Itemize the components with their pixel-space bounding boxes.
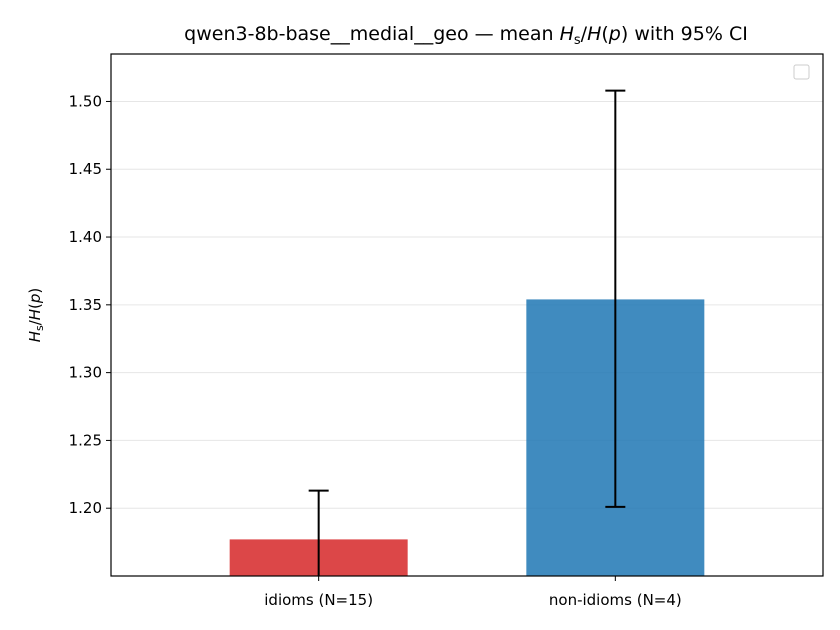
plot-frame: [110, 53, 824, 577]
chart-title-prefix: qwen3-8b-base__medial__geo — mean: [184, 23, 559, 45]
y-axis-label: Hs/H(p): [26, 288, 46, 343]
chart-title: qwen3-8b-base__medial__geo — mean Hs/H(p…: [184, 23, 748, 48]
error-bars: [308, 89, 626, 576]
x-axis: idioms (N=15) non-idioms (N=4): [264, 576, 682, 609]
y-tick-label: 1.50: [69, 92, 102, 110]
bars: [229, 299, 705, 576]
y-tick-label: 1.35: [69, 296, 102, 314]
x-tick-label: non-idioms (N=4): [549, 591, 682, 609]
y-tick-label: 1.45: [69, 160, 102, 178]
y-tick-label: 1.30: [69, 364, 102, 382]
gridlines: [111, 100, 823, 509]
chart-title-suffix: with 95% CI: [628, 23, 748, 45]
y-tick-label: 1.20: [69, 499, 102, 517]
y-tick-label: 1.40: [69, 228, 102, 246]
y-tick-label: 1.25: [69, 431, 102, 449]
y-axis: 1.20 1.25 1.30 1.35 1.40 1.45 1.50: [69, 92, 111, 517]
legend-box: [793, 64, 810, 80]
x-tick-label: idioms (N=15): [264, 591, 373, 609]
